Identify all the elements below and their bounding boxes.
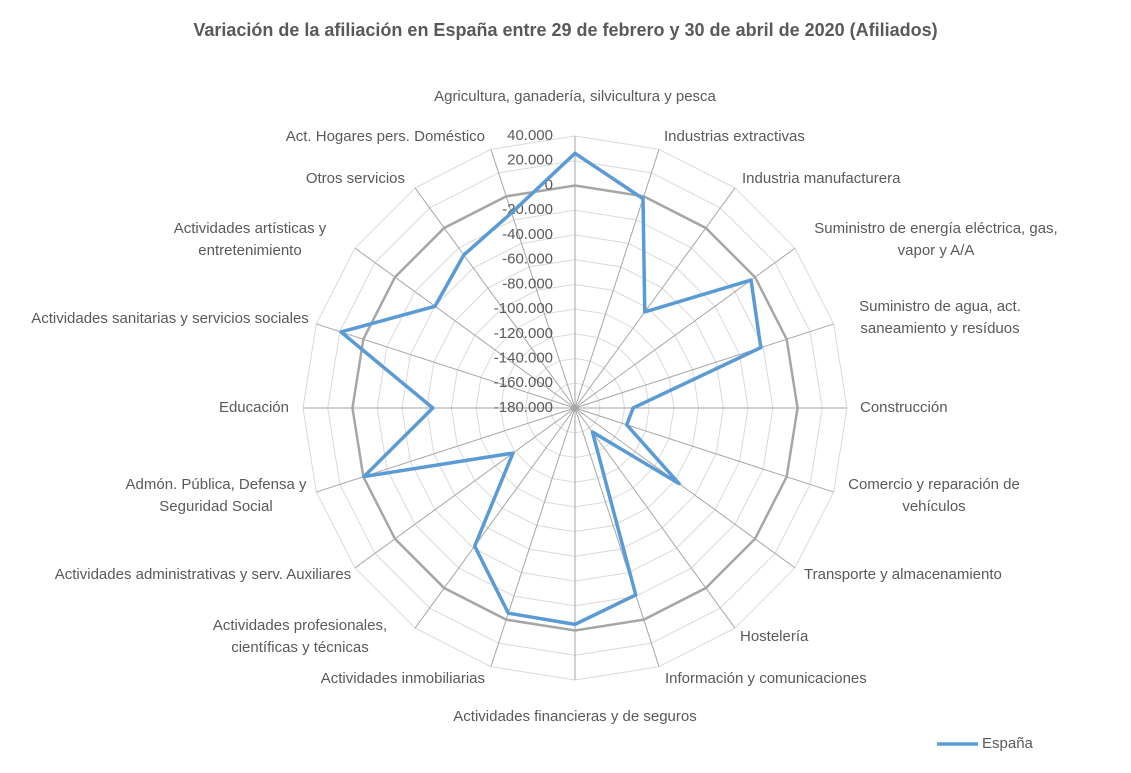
category-label: Industrias extractivas [664, 128, 805, 145]
category-label: Educación [218, 399, 289, 416]
category-label: Actividades financieras y de seguros [453, 708, 697, 725]
r-tick-label: 40.000 [507, 127, 553, 144]
spoke [574, 407, 796, 569]
category-label: Hostelería [740, 628, 809, 645]
series-line [339, 151, 763, 627]
category-label: Suministro de agua, act. saneamiento y r… [859, 298, 1021, 337]
r-tick-label: -160.000 [494, 374, 553, 391]
category-label: Información y comunicaciones [665, 670, 867, 687]
category-label: Agricultura, ganadería, silvicultura y p… [434, 88, 716, 105]
r-tick-label: -140.000 [494, 350, 553, 367]
category-label: Act. Hogares pers. Doméstico [285, 128, 485, 145]
spoke [354, 247, 576, 409]
chart-title: Variación de la afiliación en España ent… [193, 20, 938, 40]
r-tick-label: -100.000 [494, 300, 553, 317]
spoke [316, 323, 576, 409]
category-label: Construcción [860, 399, 948, 416]
spoke [414, 187, 576, 409]
category-label: Actividades administrativas y serv. Auxi… [54, 566, 352, 583]
spoke [574, 407, 736, 629]
r-tick-label: 0 [545, 176, 553, 193]
spoke [574, 407, 834, 493]
r-tick-label: -60.000 [502, 251, 553, 268]
category-label: Actividades sanitarias y servicios socia… [31, 310, 309, 327]
spoke [414, 407, 576, 629]
spoke [316, 407, 576, 493]
r-tick-label: 20.000 [507, 152, 553, 169]
spoke [354, 407, 576, 569]
r-tick-label: -180.000 [494, 399, 553, 416]
category-label: Industria manufacturera [742, 170, 901, 187]
spoke [574, 323, 834, 409]
legend-label: España [982, 735, 1033, 752]
r-tick-label: -20.000 [502, 201, 553, 218]
category-label: Actividades artísticas y entretenimiento [173, 220, 327, 259]
category-label: Actividades profesionales, científicas y… [212, 617, 388, 656]
spoke [574, 187, 736, 409]
r-tick-label: -120.000 [494, 325, 553, 342]
spoke [574, 149, 660, 409]
category-label: Actividades inmobiliarias [320, 670, 485, 687]
spoke [574, 407, 660, 667]
category-label: Otros servicios [305, 170, 405, 187]
r-tick-label: -40.000 [502, 226, 553, 243]
r-tick-label: -80.000 [502, 275, 553, 292]
spoke [490, 407, 576, 667]
spoke [574, 247, 796, 409]
category-label: Suministro de energía eléctrica, gas, va… [814, 220, 1058, 259]
category-label: Admón. Pública, Defensa y Seguridad Soci… [125, 476, 307, 515]
spoke [490, 149, 576, 409]
category-label: Comercio y reparación de vehículos [848, 476, 1020, 515]
category-label: Transporte y almacenamiento [804, 566, 1002, 583]
